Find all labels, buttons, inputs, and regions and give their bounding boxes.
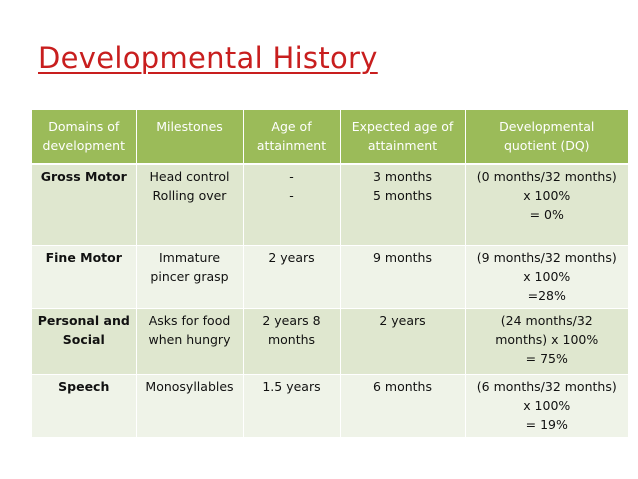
age-cell: 2 years <box>243 245 341 309</box>
table-row: Gross Motor Head control Rolling over - … <box>32 164 628 246</box>
header-domains-line: development <box>42 138 125 153</box>
age-line: 2 years <box>268 250 315 265</box>
dq-line: (0 months/32 months) <box>476 169 617 184</box>
header-expected-line: attainment <box>367 138 438 153</box>
dq-cell: (0 months/32 months) x 100% = 0% <box>465 164 628 246</box>
domain-line: Personal and <box>37 313 130 328</box>
dq-line: (9 months/32 months) <box>476 250 617 265</box>
domain-line: Gross Motor <box>40 169 127 184</box>
expected-age-cell: 6 months <box>340 374 466 438</box>
milestone-line: Asks for food <box>148 313 231 328</box>
dq-line: x 100% <box>523 188 571 203</box>
developmental-history-table: Domains of development Milestones Age of… <box>32 110 628 438</box>
header-domains-line: Domains of <box>48 119 120 134</box>
expected-line: 2 years <box>379 313 426 328</box>
age-line: 2 years 8 <box>262 313 321 328</box>
dq-cell: (24 months/32 months) x 100% = 75% <box>465 308 628 375</box>
dq-line: = 19% <box>525 417 568 432</box>
domain-cell: Personal and Social <box>32 308 137 375</box>
milestone-line: pincer grasp <box>150 269 229 284</box>
domain-cell: Speech <box>32 374 137 438</box>
domain-line: Speech <box>58 379 110 394</box>
age-cell: 1.5 years <box>243 374 341 438</box>
milestone-line: Monosyllables <box>145 379 234 394</box>
table-header-row: Domains of development Milestones Age of… <box>32 110 628 165</box>
expected-age-cell: 9 months <box>340 245 466 309</box>
dq-line: =28% <box>527 288 566 303</box>
milestones-cell: Head control Rolling over <box>136 164 244 246</box>
age-line: - <box>289 169 294 184</box>
header-expected-line: Expected age of <box>351 119 454 134</box>
table-row: Personal and Social Asks for food when h… <box>32 308 628 375</box>
milestone-line: when hungry <box>148 332 231 347</box>
header-milestones: Milestones <box>136 110 244 165</box>
dq-line: = 0% <box>529 207 564 222</box>
header-age-line: Age of <box>271 119 312 134</box>
dq-cell: (9 months/32 months) x 100% =28% <box>465 245 628 309</box>
milestone-line: Head control <box>149 169 230 184</box>
table-row: Fine Motor Immature pincer grasp 2 years… <box>32 245 628 309</box>
header-dq-line: quotient (DQ) <box>503 138 590 153</box>
domain-cell: Gross Motor <box>32 164 137 246</box>
expected-age-cell: 2 years <box>340 308 466 375</box>
dq-cell: (6 months/32 months) x 100% = 19% <box>465 374 628 438</box>
dq-line: x 100% <box>523 398 571 413</box>
header-age-line: attainment <box>256 138 327 153</box>
expected-line: 3 months <box>372 169 432 184</box>
dq-line: (6 months/32 months) <box>476 379 617 394</box>
table-row: Speech Monosyllables 1.5 years 6 months … <box>32 374 628 438</box>
header-developmental-quotient: Developmental quotient (DQ) <box>465 110 628 165</box>
domain-cell: Fine Motor <box>32 245 137 309</box>
domain-line: Fine Motor <box>45 250 122 265</box>
age-line: 1.5 years <box>262 379 321 394</box>
age-line: months <box>267 332 316 347</box>
milestones-cell: Immature pincer grasp <box>136 245 244 309</box>
header-expected-age: Expected age of attainment <box>340 110 466 165</box>
dq-line: (24 months/32 <box>500 313 593 328</box>
dq-line: months) x 100% <box>495 332 599 347</box>
expected-age-cell: 3 months 5 months <box>340 164 466 246</box>
expected-line: 6 months <box>372 379 432 394</box>
milestone-line: Rolling over <box>152 188 227 203</box>
dq-line: x 100% <box>523 269 571 284</box>
header-age-of-attainment: Age of attainment <box>243 110 341 165</box>
age-cell: - - <box>243 164 341 246</box>
age-cell: 2 years 8 months <box>243 308 341 375</box>
age-line: - <box>289 188 294 203</box>
domain-line: Social <box>62 332 105 347</box>
expected-line: 5 months <box>372 188 432 203</box>
milestone-line: Immature <box>158 250 221 265</box>
milestones-cell: Monosyllables <box>136 374 244 438</box>
expected-line: 9 months <box>372 250 432 265</box>
header-milestones-line: Milestones <box>156 119 223 134</box>
milestones-cell: Asks for food when hungry <box>136 308 244 375</box>
header-domains: Domains of development <box>32 110 137 165</box>
dq-line: = 75% <box>525 351 568 366</box>
header-dq-line: Developmental <box>499 119 595 134</box>
slide-title: Developmental History <box>38 41 378 75</box>
